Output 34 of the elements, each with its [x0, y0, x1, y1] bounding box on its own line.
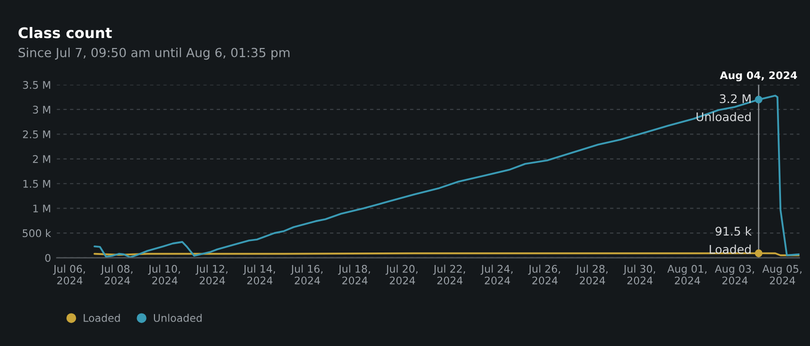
x-tick-label: Aug 05, 2024	[762, 264, 802, 284]
x-tick-label: Aug 01, 2024	[667, 264, 706, 284]
y-tick-label: 3.5 M	[23, 80, 50, 89]
y-tick-label: 1.5 M	[23, 180, 50, 188]
x-tick-label: Jul 20, 2024	[386, 264, 418, 284]
x-tick-label: Jul 30, 2024	[623, 264, 656, 284]
annotation: Unloaded	[696, 112, 751, 122]
x-tick-label: Jul 12, 2024	[196, 264, 228, 284]
x-tick-label: Jul 22, 2024	[433, 264, 466, 284]
y-tick-label: 500 k	[22, 229, 52, 238]
x-tick-label: Jul 28, 2024	[576, 264, 608, 284]
line-series	[94, 94, 800, 258]
x-tick-label: Jul 06, 2024	[52, 264, 85, 284]
legend-label: Unloaded	[154, 314, 202, 322]
x-tick-label: Jul 14, 2024	[243, 264, 275, 284]
x-tick-label: Jul 10, 2024	[148, 264, 180, 284]
x-tick-label: Jul 18, 2024	[338, 264, 370, 284]
y-tick-label: 2 M	[32, 155, 50, 163]
chart-subtitle: Since Jul 7, 09:50 am until Aug 6, 01:35 pm	[18, 48, 290, 60]
x-tick-label: Jul 26, 2024	[528, 264, 560, 284]
chart-title: Class count	[18, 26, 112, 38]
legend-label: Loaded	[84, 314, 120, 322]
x-tick-label: Aug 03, 2024	[714, 264, 754, 284]
y-tick-label: 1 M	[33, 204, 50, 212]
y-tick-label: 0	[45, 254, 50, 262]
y-tick-label: 3 M	[33, 106, 50, 114]
x-tick-label: Jul 08, 2024	[100, 264, 132, 284]
annotation: Loaded	[710, 244, 751, 254]
annotation: 91.5 k	[716, 226, 752, 236]
ref-line-label: Aug 04, 2024	[720, 71, 797, 82]
annotation: 3.2 M	[720, 94, 751, 104]
x-tick-label: Jul 16, 2024	[290, 264, 322, 284]
y-tick-label: 2.5 M	[23, 130, 50, 138]
x-tick-label: Jul 24, 2024	[480, 264, 513, 284]
